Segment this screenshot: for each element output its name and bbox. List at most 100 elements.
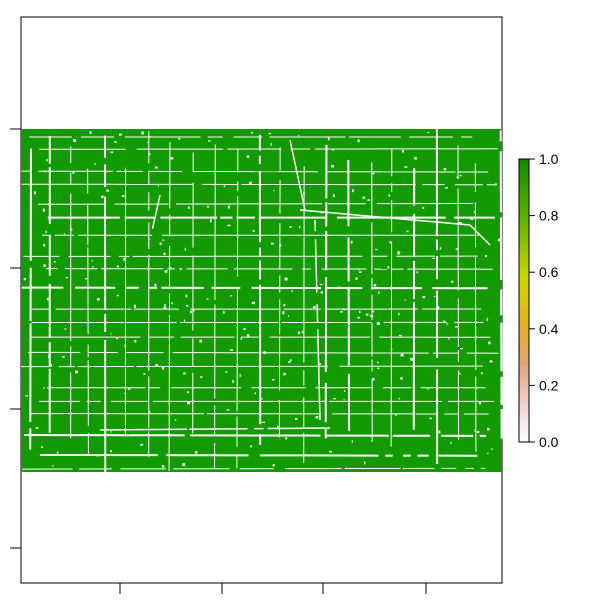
raster-speck <box>185 304 189 307</box>
road-segment <box>469 224 491 246</box>
raster-speck <box>157 183 159 187</box>
raster-speck <box>358 271 362 273</box>
raster-speck <box>299 225 301 229</box>
raster-speck <box>23 278 27 281</box>
road-segment <box>299 209 339 215</box>
raster-speck <box>43 387 45 389</box>
raster-speck <box>42 208 46 212</box>
raster-speck <box>162 239 165 241</box>
raster-speck <box>186 391 189 394</box>
raster-speck <box>110 450 113 453</box>
raster-speck <box>347 365 350 367</box>
raster-speck <box>271 242 274 245</box>
raster-speck <box>313 306 316 309</box>
raster-speck <box>297 331 300 335</box>
raster-speck <box>63 233 65 235</box>
raster-speck <box>368 216 370 219</box>
raster-speck <box>443 168 447 171</box>
raster-speck <box>487 452 489 455</box>
raster-speck <box>288 360 291 363</box>
raster-speck <box>65 277 68 279</box>
raster-speck <box>169 267 172 269</box>
raster-speck <box>338 286 341 289</box>
raster-speck <box>289 359 292 361</box>
raster-speck <box>365 313 369 316</box>
raster-speck <box>357 316 360 319</box>
raster-speck <box>404 166 408 168</box>
road-segment <box>151 201 160 229</box>
raster-speck <box>344 235 346 237</box>
raster-speck <box>295 417 298 421</box>
raster-speck <box>193 309 195 312</box>
raster-speck <box>410 359 413 361</box>
raster-speck <box>422 296 426 299</box>
raster-speck <box>262 421 266 424</box>
raster-speck <box>342 308 346 311</box>
raster-speck <box>164 303 166 307</box>
raster-speck <box>478 401 482 405</box>
raster-speck <box>229 295 233 297</box>
raster-speck <box>116 294 119 297</box>
raster-speck <box>250 131 253 134</box>
raster-speck <box>263 351 266 354</box>
raster-speck <box>319 284 323 286</box>
raster-speck <box>64 328 67 330</box>
raster-speck <box>161 465 165 468</box>
road-network <box>21 129 503 472</box>
raster-speck <box>372 310 374 313</box>
raster-speck <box>240 337 242 340</box>
legend-tick-label: 0.2 <box>539 377 559 393</box>
raster-speck <box>414 157 417 160</box>
road-segment <box>405 218 444 224</box>
raster-speck <box>223 185 225 188</box>
raster-speck <box>187 206 190 209</box>
raster-speck <box>459 175 462 177</box>
raster-speck <box>287 315 290 317</box>
raster-speck <box>458 372 461 375</box>
raster-speck <box>239 373 241 377</box>
raster-layer <box>21 129 503 472</box>
raster-speck <box>143 373 146 375</box>
raster-speck <box>252 229 255 233</box>
raster-speck <box>315 416 319 419</box>
raster-speck <box>25 395 29 397</box>
raster-speck <box>376 361 379 364</box>
raster-speck <box>390 348 393 351</box>
raster-speck <box>170 157 174 160</box>
raster-speck <box>43 243 46 247</box>
raster-speck <box>148 411 151 414</box>
raster-speck <box>154 166 158 169</box>
raster-speck <box>404 299 406 301</box>
raster-speck <box>162 367 165 370</box>
y-axis-ticks <box>10 128 21 549</box>
raster-speck <box>124 344 127 348</box>
raster-speck <box>141 131 145 135</box>
raster-speck <box>268 132 272 135</box>
raster-speck <box>320 212 324 214</box>
raster-speck <box>75 370 79 374</box>
raster-speck <box>343 399 345 401</box>
raster-speck <box>128 388 131 390</box>
raster-speck <box>46 158 48 162</box>
raster-speck <box>329 450 332 453</box>
raster-speck <box>317 363 321 365</box>
raster-speck <box>96 298 100 301</box>
raster-speck <box>433 295 436 297</box>
raster-speck <box>199 339 203 343</box>
raster-speck <box>285 437 288 440</box>
raster-speck <box>110 333 112 335</box>
road-segment <box>314 246 318 293</box>
raster-speck <box>367 199 370 201</box>
raster-speck <box>375 248 378 251</box>
raster-speck <box>49 363 52 367</box>
raster-speck <box>435 231 437 234</box>
raster-speck <box>373 284 377 287</box>
raster-speck <box>277 425 279 428</box>
raster-speck <box>249 181 252 185</box>
raster-speck <box>184 247 186 251</box>
raster-speck <box>225 371 228 373</box>
raster-speck <box>351 440 353 443</box>
raster-speck <box>247 334 250 337</box>
raster-speck <box>171 302 173 305</box>
